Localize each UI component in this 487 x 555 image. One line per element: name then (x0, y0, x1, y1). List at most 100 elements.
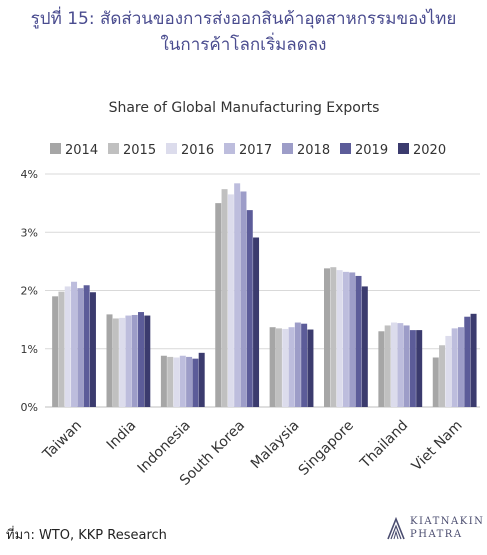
y-tick-label: 1% (21, 343, 38, 356)
bar-2014 (324, 268, 331, 407)
bar-2014 (215, 203, 222, 407)
legend-swatch-2019 (340, 143, 351, 154)
legend-swatch-2018 (282, 143, 293, 154)
y-tick-label: 2% (21, 285, 38, 298)
bar-2017 (451, 328, 458, 407)
bar-2019 (301, 323, 308, 407)
bar-2017 (342, 271, 349, 407)
bar-2018 (77, 288, 84, 407)
legend-label-2015: 2015 (123, 143, 156, 158)
bar-2020 (416, 330, 423, 407)
brand-logo: KIATNAKIN PHATRA (386, 515, 485, 545)
bar-2019 (83, 285, 90, 407)
bar-2020 (361, 286, 368, 407)
legend-swatch-2020 (398, 143, 409, 154)
x-tick-label: Thailand (357, 418, 412, 473)
bar-2017 (288, 327, 295, 407)
bars (52, 183, 477, 407)
bar-2015 (384, 325, 391, 407)
bar-2017 (71, 281, 78, 407)
chart: Share of Global Manufacturing Exports 20… (21, 100, 480, 489)
bar-2014 (269, 327, 276, 407)
logo-line-1: KIATNAKIN (410, 516, 485, 527)
bar-group-india (106, 312, 151, 407)
x-tick-label: Singapore (296, 418, 357, 479)
bar-2017 (179, 355, 186, 407)
logo-mark-icon (387, 517, 405, 540)
bar-2014 (432, 357, 439, 407)
bar-2020 (470, 313, 477, 407)
bar-2015 (112, 318, 119, 407)
bar-group-singapore (324, 267, 368, 407)
x-tick-label: Malaysia (248, 418, 303, 473)
bar-2016 (119, 317, 126, 407)
legend-label-2014: 2014 (65, 143, 98, 158)
bar-2014 (378, 331, 385, 407)
bar-2016 (227, 194, 234, 407)
bar-2020 (89, 292, 96, 407)
legend-swatch-2014 (50, 143, 61, 154)
y-axis: 0% 1% 2% 3% 4% (21, 168, 38, 414)
legend-swatch-2016 (166, 143, 177, 154)
bar-2016 (445, 335, 452, 407)
bar-2019 (246, 210, 253, 407)
bar-2015 (439, 345, 446, 407)
bar-group-thailand (378, 322, 423, 407)
figure-title-line-2: ในการค้าโลกเริ่มลดลง (160, 35, 327, 55)
bar-2016 (173, 357, 180, 407)
bar-2016 (64, 286, 71, 407)
x-tick-label: India (104, 418, 140, 454)
bar-2015 (167, 356, 174, 407)
bar-2014 (106, 314, 113, 407)
legend-label-2017: 2017 (239, 143, 272, 158)
legend-label-2019: 2019 (355, 143, 388, 158)
bar-group-indonesia (160, 352, 205, 407)
bar-2014 (160, 355, 167, 407)
legend-label-2018: 2018 (297, 143, 330, 158)
bar-2020 (198, 352, 205, 407)
bar-2019 (192, 358, 199, 407)
bar-2017 (234, 183, 241, 407)
y-tick-label: 3% (21, 226, 38, 239)
bar-group-malaysia (269, 322, 314, 407)
legend-label-2020: 2020 (413, 143, 446, 158)
bar-2020 (144, 315, 151, 407)
x-tick-label: Viet Nam (409, 418, 466, 475)
bar-2017 (125, 315, 132, 407)
bar-2018 (403, 325, 410, 407)
figure-title-line-1: รูปที่ 15: สัดส่วนของการส่งออกสินค้าอุตส… (30, 9, 457, 29)
bar-2019 (355, 275, 362, 407)
bar-2020 (307, 329, 314, 407)
bar-group-viet-nam (432, 313, 477, 407)
bar-group-south-korea (215, 183, 260, 407)
source-note: ที่มา: WTO, KKP Research (6, 528, 167, 543)
bar-2015 (275, 328, 282, 407)
figure-title: รูปที่ 15: สัดส่วนของการส่งออกสินค้าอุตส… (0, 6, 487, 58)
bar-2019 (409, 330, 416, 407)
y-tick-label: 0% (21, 401, 38, 414)
logo-line-2: PHATRA (410, 529, 463, 540)
legend: 2014 2015 2016 2017 2018 2019 2020 (50, 143, 446, 158)
bar-2015 (221, 189, 228, 407)
bar-2017 (397, 323, 404, 407)
chart-title: Share of Global Manufacturing Exports (109, 100, 380, 116)
bar-2018 (186, 356, 193, 407)
legend-swatch-2015 (108, 143, 119, 154)
bar-2018 (349, 272, 356, 407)
legend-label-2016: 2016 (181, 143, 214, 158)
bar-2018 (240, 191, 247, 407)
bar-2016 (336, 270, 343, 407)
bar-2019 (138, 312, 145, 407)
legend-swatch-2017 (224, 143, 235, 154)
x-tick-label: Taiwan (39, 418, 85, 464)
bar-2020 (253, 237, 260, 407)
x-tick-label: Indonesia (135, 418, 194, 477)
bar-2016 (390, 322, 397, 407)
bar-2018 (457, 327, 464, 407)
bar-2018 (131, 314, 138, 407)
bar-2015 (58, 291, 65, 407)
bar-2014 (52, 296, 59, 407)
bar-2018 (294, 322, 301, 407)
bar-2016 (282, 328, 289, 407)
